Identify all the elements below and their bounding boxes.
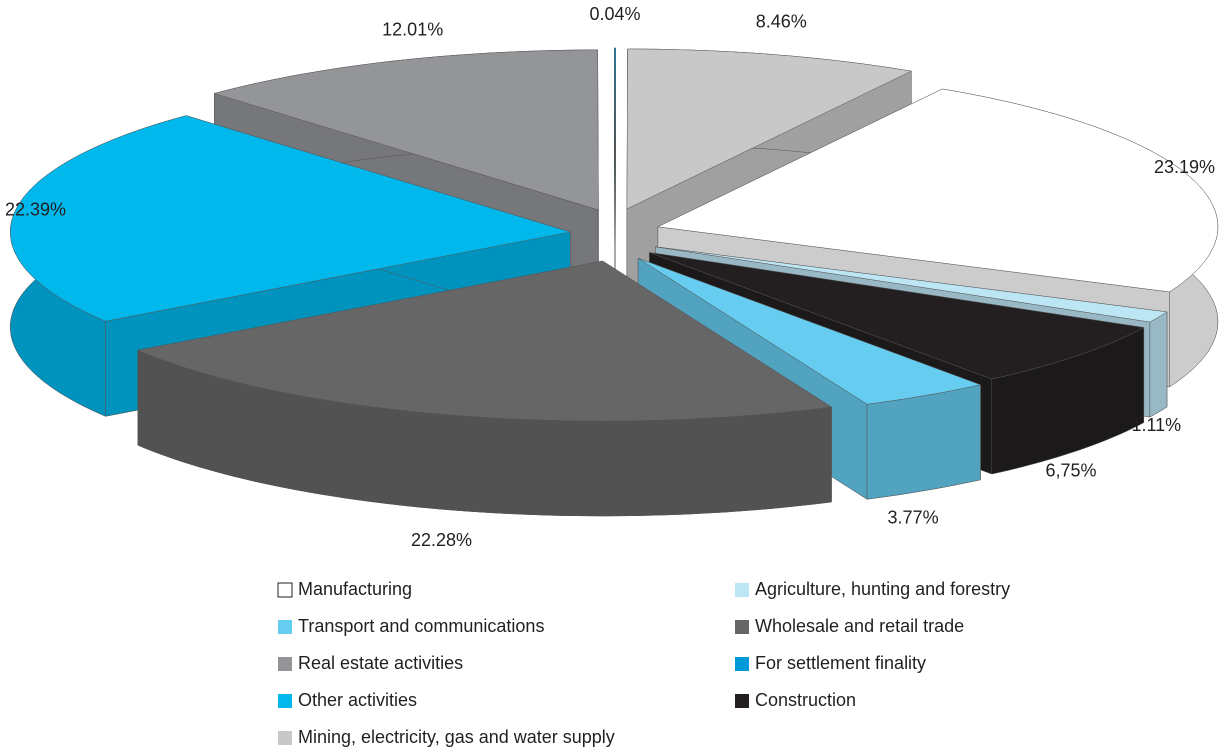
data-label: 0.04% bbox=[589, 4, 640, 24]
slice-rim bbox=[1149, 311, 1168, 418]
data-label: 8.46% bbox=[756, 12, 807, 32]
legend-swatch bbox=[735, 694, 749, 708]
data-label: 22.39% bbox=[5, 199, 66, 219]
slice bbox=[10, 115, 571, 322]
legend-label: Construction bbox=[755, 690, 856, 710]
slice bbox=[137, 260, 833, 422]
legend-label: For settlement finality bbox=[755, 653, 926, 673]
slice bbox=[637, 257, 982, 405]
legend-swatch bbox=[278, 620, 292, 634]
legend-swatch bbox=[278, 657, 292, 671]
legend-swatch bbox=[277, 582, 293, 598]
legend-swatch bbox=[278, 731, 292, 745]
legend-label: Other activities bbox=[298, 690, 417, 710]
slice bbox=[213, 49, 599, 211]
data-label: 12.01% bbox=[382, 19, 443, 39]
legend-label: Mining, electricity, gas and water suppl… bbox=[298, 727, 615, 747]
data-label: 23.19% bbox=[1154, 157, 1215, 177]
slice bbox=[626, 48, 913, 210]
data-label: 1.11% bbox=[1131, 415, 1181, 435]
slice bbox=[649, 252, 1145, 380]
slice bbox=[657, 88, 1219, 293]
data-label: 6,75% bbox=[1045, 461, 1096, 481]
slice bbox=[614, 47, 616, 209]
legend-label: Real estate activities bbox=[298, 653, 463, 673]
slice-group bbox=[614, 47, 616, 304]
data-label: 3.77% bbox=[888, 508, 939, 528]
legend-label: Transport and communications bbox=[298, 616, 544, 636]
legend-swatch bbox=[735, 620, 749, 634]
slice-group bbox=[137, 260, 833, 517]
legend-label: Agriculture, hunting and forestry bbox=[755, 579, 1010, 599]
legend-swatch bbox=[735, 657, 749, 671]
legend-swatch bbox=[735, 583, 749, 597]
legend-label: Wholesale and retail trade bbox=[755, 616, 964, 636]
slice bbox=[655, 246, 1168, 323]
slice-group bbox=[10, 115, 571, 417]
legend-label: Manufacturing bbox=[298, 579, 412, 599]
data-label: 22.28% bbox=[411, 530, 472, 550]
legend-swatch bbox=[278, 694, 292, 708]
